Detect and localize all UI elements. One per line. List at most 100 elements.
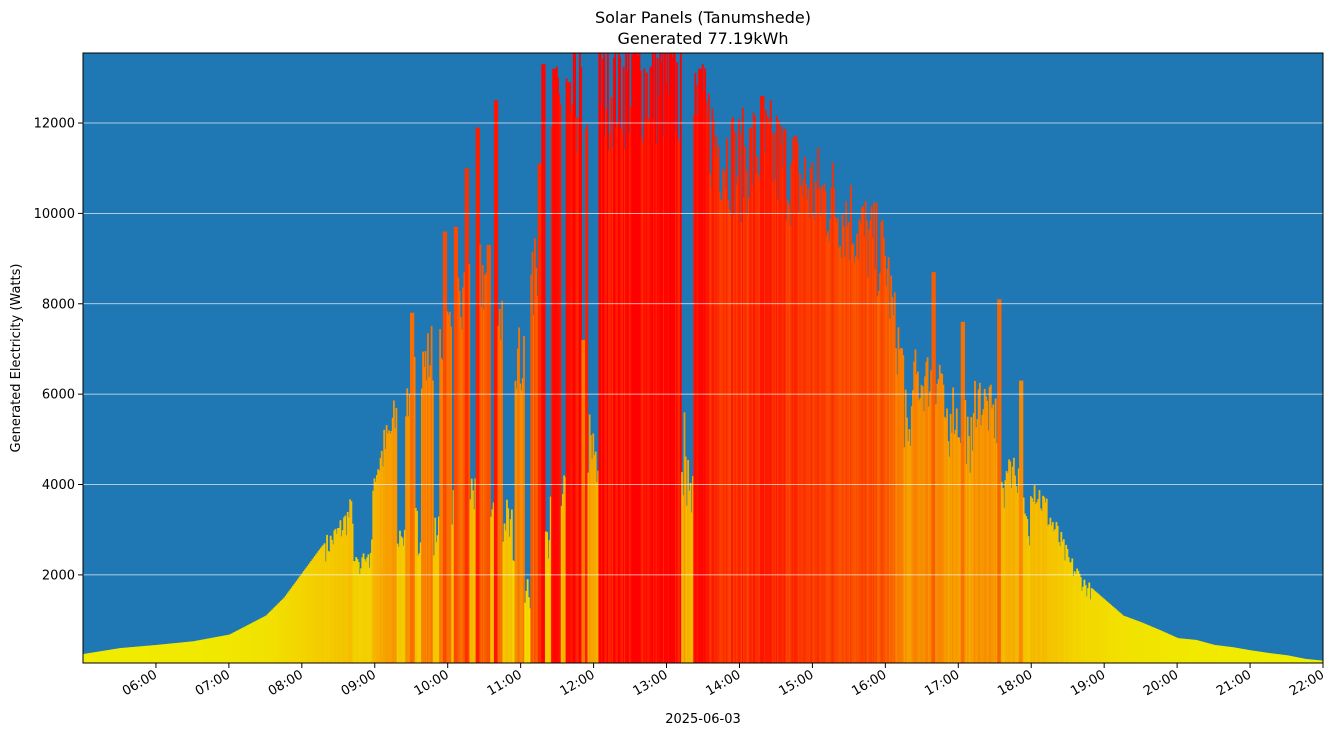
generation-bar xyxy=(684,456,687,663)
generation-bar xyxy=(920,384,923,663)
generation-bar xyxy=(459,317,462,663)
generation-bar xyxy=(509,519,512,663)
generation-bar xyxy=(130,647,133,663)
generation-bar xyxy=(1089,599,1092,663)
generation-bar xyxy=(1310,659,1313,663)
generation-bar xyxy=(743,198,745,663)
generation-bar xyxy=(504,530,507,663)
generation-bar xyxy=(926,357,929,663)
generation-bar xyxy=(906,417,908,663)
generation-bar xyxy=(1043,497,1046,663)
generation-bar xyxy=(121,647,124,663)
generation-bar xyxy=(750,127,753,663)
generation-bar xyxy=(655,143,658,664)
generation-bar xyxy=(940,373,942,663)
generation-bar xyxy=(802,179,805,663)
generation-bar xyxy=(791,138,794,664)
generation-bar xyxy=(251,622,254,663)
generation-bar xyxy=(270,610,273,663)
generation-bar xyxy=(205,638,208,663)
generation-bar xyxy=(211,637,214,663)
generation-bar xyxy=(1023,513,1026,663)
generation-bar xyxy=(172,643,175,663)
generation-bar xyxy=(1202,641,1205,663)
generation-bar xyxy=(830,187,833,663)
generation-bar xyxy=(1312,659,1314,663)
generation-bar xyxy=(1280,654,1283,663)
generation-bar xyxy=(623,148,626,663)
generation-bar xyxy=(278,602,281,663)
generation-bar xyxy=(932,272,935,663)
generation-bar xyxy=(110,649,113,663)
generation-bar xyxy=(836,218,839,663)
generation-bar xyxy=(413,357,416,663)
generation-bar xyxy=(1274,653,1277,663)
generation-bar xyxy=(1151,626,1154,663)
generation-bar xyxy=(914,349,917,663)
generation-bar xyxy=(457,277,460,663)
generation-bar xyxy=(1239,648,1241,663)
generation-bar xyxy=(564,477,567,663)
generation-bar xyxy=(813,220,816,663)
generation-bar xyxy=(687,459,690,663)
generation-bar xyxy=(352,561,355,663)
generation-bar xyxy=(136,646,139,663)
generation-bar xyxy=(1111,606,1114,663)
generation-bar xyxy=(1010,487,1013,663)
generation-bar xyxy=(596,482,598,663)
generation-bar xyxy=(241,628,243,663)
generation-bar xyxy=(1109,603,1111,663)
generation-bar xyxy=(890,275,893,663)
generation-bar xyxy=(375,475,378,663)
generation-bar xyxy=(396,543,399,663)
generation-bar xyxy=(688,490,691,663)
generation-bar xyxy=(394,428,397,663)
generation-bar xyxy=(1314,659,1317,663)
generation-bar xyxy=(1154,627,1156,663)
generation-bar xyxy=(638,53,641,663)
generation-bar xyxy=(1273,653,1275,663)
generation-bar xyxy=(1152,627,1155,663)
generation-bar xyxy=(407,416,410,663)
generation-bar xyxy=(949,413,952,663)
generation-bar xyxy=(1169,634,1172,663)
generation-bar xyxy=(915,374,918,663)
generation-bar xyxy=(800,186,803,663)
generation-bar xyxy=(665,83,668,663)
generation-bar xyxy=(309,562,311,663)
generation-bar xyxy=(85,653,88,663)
generation-bar xyxy=(916,371,919,663)
generation-bar xyxy=(222,635,225,663)
generation-bar xyxy=(298,577,300,663)
generation-bar xyxy=(1090,588,1093,663)
generation-bar xyxy=(1220,645,1223,663)
generation-bar xyxy=(778,120,781,663)
generation-bar xyxy=(712,120,715,664)
generation-bar xyxy=(98,651,101,663)
generation-bar xyxy=(1177,638,1179,663)
x-tick-label: 14:00 xyxy=(704,667,744,699)
generation-bar xyxy=(455,226,457,663)
generation-bar xyxy=(704,68,707,664)
generation-bar xyxy=(112,649,114,663)
generation-bar xyxy=(1138,621,1141,663)
generation-bar xyxy=(444,231,446,664)
generation-bar xyxy=(250,623,253,663)
generation-bar xyxy=(1309,659,1312,663)
generation-bar xyxy=(1127,617,1130,663)
generation-bar xyxy=(548,540,551,663)
generation-bar xyxy=(1235,647,1238,663)
generation-bar xyxy=(927,406,930,663)
generation-bar xyxy=(752,112,755,663)
generation-bar xyxy=(1298,657,1301,663)
generation-bar xyxy=(864,201,867,663)
generation-bar xyxy=(1212,644,1215,663)
generation-bar xyxy=(716,156,719,663)
generation-bar xyxy=(307,564,310,663)
generation-bar xyxy=(1262,652,1265,663)
generation-bar xyxy=(955,408,958,663)
generation-bar xyxy=(987,430,990,663)
generation-bar xyxy=(600,105,603,664)
generation-bar xyxy=(733,214,736,664)
generation-bar xyxy=(140,646,142,663)
